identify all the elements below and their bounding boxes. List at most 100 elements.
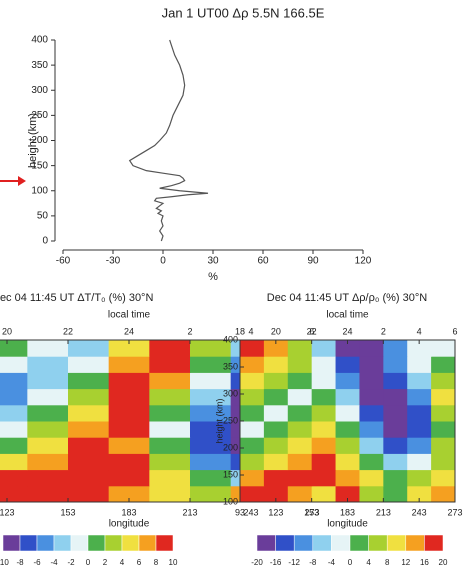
y-tick-label: 150	[31, 160, 48, 171]
colorbar-label: 8	[385, 558, 390, 567]
contour-cell	[263, 340, 289, 357]
y-tick-label: 400	[223, 334, 238, 344]
y-tick-label: 350	[223, 361, 238, 371]
y-tick-label: 150	[223, 469, 238, 479]
contour-cell	[407, 388, 432, 406]
contour-cell	[108, 404, 150, 422]
contour-cell	[149, 340, 191, 357]
contour-cell	[108, 453, 150, 471]
contour-cell	[383, 421, 408, 438]
colorbar-swatch	[312, 534, 332, 552]
contour-cell	[311, 372, 337, 390]
colorbar-swatch	[138, 534, 157, 552]
colorbar-label: -10	[0, 558, 9, 567]
x-tick-label: 123	[268, 507, 283, 517]
contour-cell	[407, 421, 432, 438]
contour-cell	[311, 469, 337, 487]
chart-title: Dec 04 11:45 UT ΔT/T₀ (%) 30°N	[0, 292, 153, 304]
colorbar-swatch	[121, 534, 140, 552]
contour-cell	[0, 453, 28, 471]
contour-cell	[311, 404, 337, 422]
x-axis-label: longitude	[327, 519, 368, 530]
chart-title: Dec 04 11:45 UT Δρ/ρ₀ (%) 30°N	[267, 292, 428, 304]
x2-tick-label: 22	[307, 326, 317, 336]
colorbar-swatch	[87, 534, 106, 552]
x2-tick-label: 6	[309, 326, 314, 336]
contour-cell	[240, 388, 265, 406]
contour-cell	[431, 421, 456, 438]
contour-cell	[149, 356, 191, 373]
contour-cell	[68, 404, 110, 422]
contour-cell	[407, 340, 432, 357]
contour-cell	[311, 356, 337, 373]
contour-cell	[335, 340, 360, 357]
colorbar-swatch	[368, 534, 388, 552]
contour-cell	[263, 437, 289, 454]
colorbar-label: 2	[103, 558, 108, 567]
contour-cell	[190, 421, 232, 438]
contour-cell	[149, 388, 191, 406]
x-tick-label: 273	[447, 507, 462, 517]
contour-cell	[149, 437, 191, 454]
contour-cell	[407, 453, 432, 471]
colorbar-label: 10	[169, 558, 178, 567]
colorbar-label: -20	[251, 558, 263, 567]
contour-cell	[311, 437, 337, 454]
contour-cell	[335, 453, 360, 471]
contour-cell	[287, 404, 313, 422]
colorbar-swatch	[70, 534, 89, 552]
colorbar-swatch	[349, 534, 369, 552]
contour-cell	[359, 372, 384, 390]
contour-cell	[335, 437, 360, 454]
colorbar-label: 8	[154, 558, 159, 567]
colorbar-label: -8	[16, 558, 24, 567]
contour-cell	[149, 404, 191, 422]
contour-cell	[407, 372, 432, 390]
contour-cell	[359, 340, 384, 357]
x-tick-label: 243	[412, 507, 427, 517]
contour-cell	[27, 485, 69, 503]
x2-tick-label: 18	[235, 326, 245, 336]
contour-cell	[68, 485, 110, 503]
contour-cell	[68, 469, 110, 487]
x2-axis-label: local time	[326, 310, 369, 321]
x-tick-label: -30	[106, 256, 121, 267]
colorbar-swatch	[424, 534, 444, 552]
x-tick-label: 213	[376, 507, 391, 517]
colorbar-label: 0	[86, 558, 91, 567]
contour-cell	[27, 372, 69, 390]
contour-cell	[383, 372, 408, 390]
contour-cell	[431, 469, 456, 487]
contour-cell	[287, 469, 313, 487]
contour-cell	[108, 437, 150, 454]
contour-cell	[263, 372, 289, 390]
colorbar-label: 4	[366, 558, 371, 567]
x-tick-label: 213	[182, 507, 197, 517]
contour-cell	[240, 372, 265, 390]
x2-tick-label: 20	[2, 326, 12, 336]
contour-cell	[383, 388, 408, 406]
contour-cell	[27, 421, 69, 438]
contour-cell	[190, 404, 232, 422]
contour-cell	[383, 437, 408, 454]
contour-cell	[68, 388, 110, 406]
x-axis-label: %	[208, 271, 218, 283]
contour-cell	[383, 453, 408, 471]
contour-cell	[263, 421, 289, 438]
x2-tick-label: 24	[342, 326, 352, 336]
contour-cell	[27, 453, 69, 471]
contour-cell	[240, 469, 265, 487]
contour-cell	[431, 356, 456, 373]
contour-cell	[68, 356, 110, 373]
contour-cell	[311, 453, 337, 471]
contour-cell	[190, 485, 232, 503]
contour-cell	[190, 453, 232, 471]
contour-cell	[263, 469, 289, 487]
contour-cell	[383, 340, 408, 357]
x-tick-label: 60	[257, 256, 269, 267]
contour-cell	[359, 404, 384, 422]
contour-cell	[108, 372, 150, 390]
contour-cell	[27, 404, 69, 422]
colorbar-label: -12	[288, 558, 300, 567]
y-tick-label: 250	[223, 415, 238, 425]
